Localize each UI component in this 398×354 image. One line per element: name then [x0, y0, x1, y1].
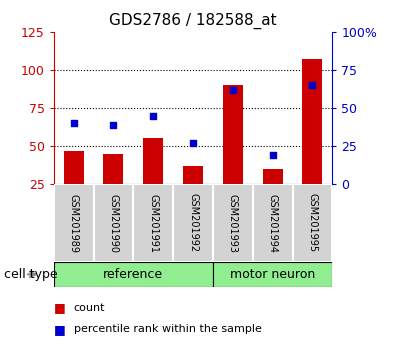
- Text: ■: ■: [54, 302, 66, 314]
- Text: count: count: [74, 303, 105, 313]
- Bar: [54, 262, 213, 287]
- Point: [110, 122, 117, 127]
- Point: [190, 140, 196, 146]
- Bar: [213, 262, 332, 287]
- Bar: [302, 59, 322, 184]
- Text: percentile rank within the sample: percentile rank within the sample: [74, 324, 261, 334]
- Text: GSM201991: GSM201991: [148, 194, 158, 252]
- Text: GSM201992: GSM201992: [188, 193, 198, 253]
- Point: [150, 113, 156, 118]
- Bar: [183, 166, 203, 184]
- Text: GSM201994: GSM201994: [267, 194, 278, 252]
- Bar: [263, 169, 283, 184]
- Bar: [223, 85, 243, 184]
- Text: GSM201995: GSM201995: [307, 193, 318, 253]
- Text: reference: reference: [103, 268, 164, 281]
- Text: cell type: cell type: [4, 268, 58, 281]
- Bar: [143, 138, 163, 184]
- Point: [309, 82, 316, 88]
- Bar: [213, 184, 253, 262]
- Text: GSM201993: GSM201993: [228, 194, 238, 252]
- Bar: [253, 184, 293, 262]
- Point: [269, 152, 276, 158]
- Text: GSM201989: GSM201989: [68, 194, 79, 252]
- Bar: [94, 184, 133, 262]
- Point: [70, 120, 77, 126]
- Bar: [103, 154, 123, 184]
- Text: ■: ■: [54, 323, 66, 336]
- Bar: [133, 184, 173, 262]
- Bar: [64, 150, 84, 184]
- Bar: [54, 184, 94, 262]
- Title: GDS2786 / 182588_at: GDS2786 / 182588_at: [109, 13, 277, 29]
- Text: GSM201990: GSM201990: [108, 194, 119, 252]
- Text: motor neuron: motor neuron: [230, 268, 315, 281]
- Point: [230, 87, 236, 92]
- Bar: [173, 184, 213, 262]
- Bar: [293, 184, 332, 262]
